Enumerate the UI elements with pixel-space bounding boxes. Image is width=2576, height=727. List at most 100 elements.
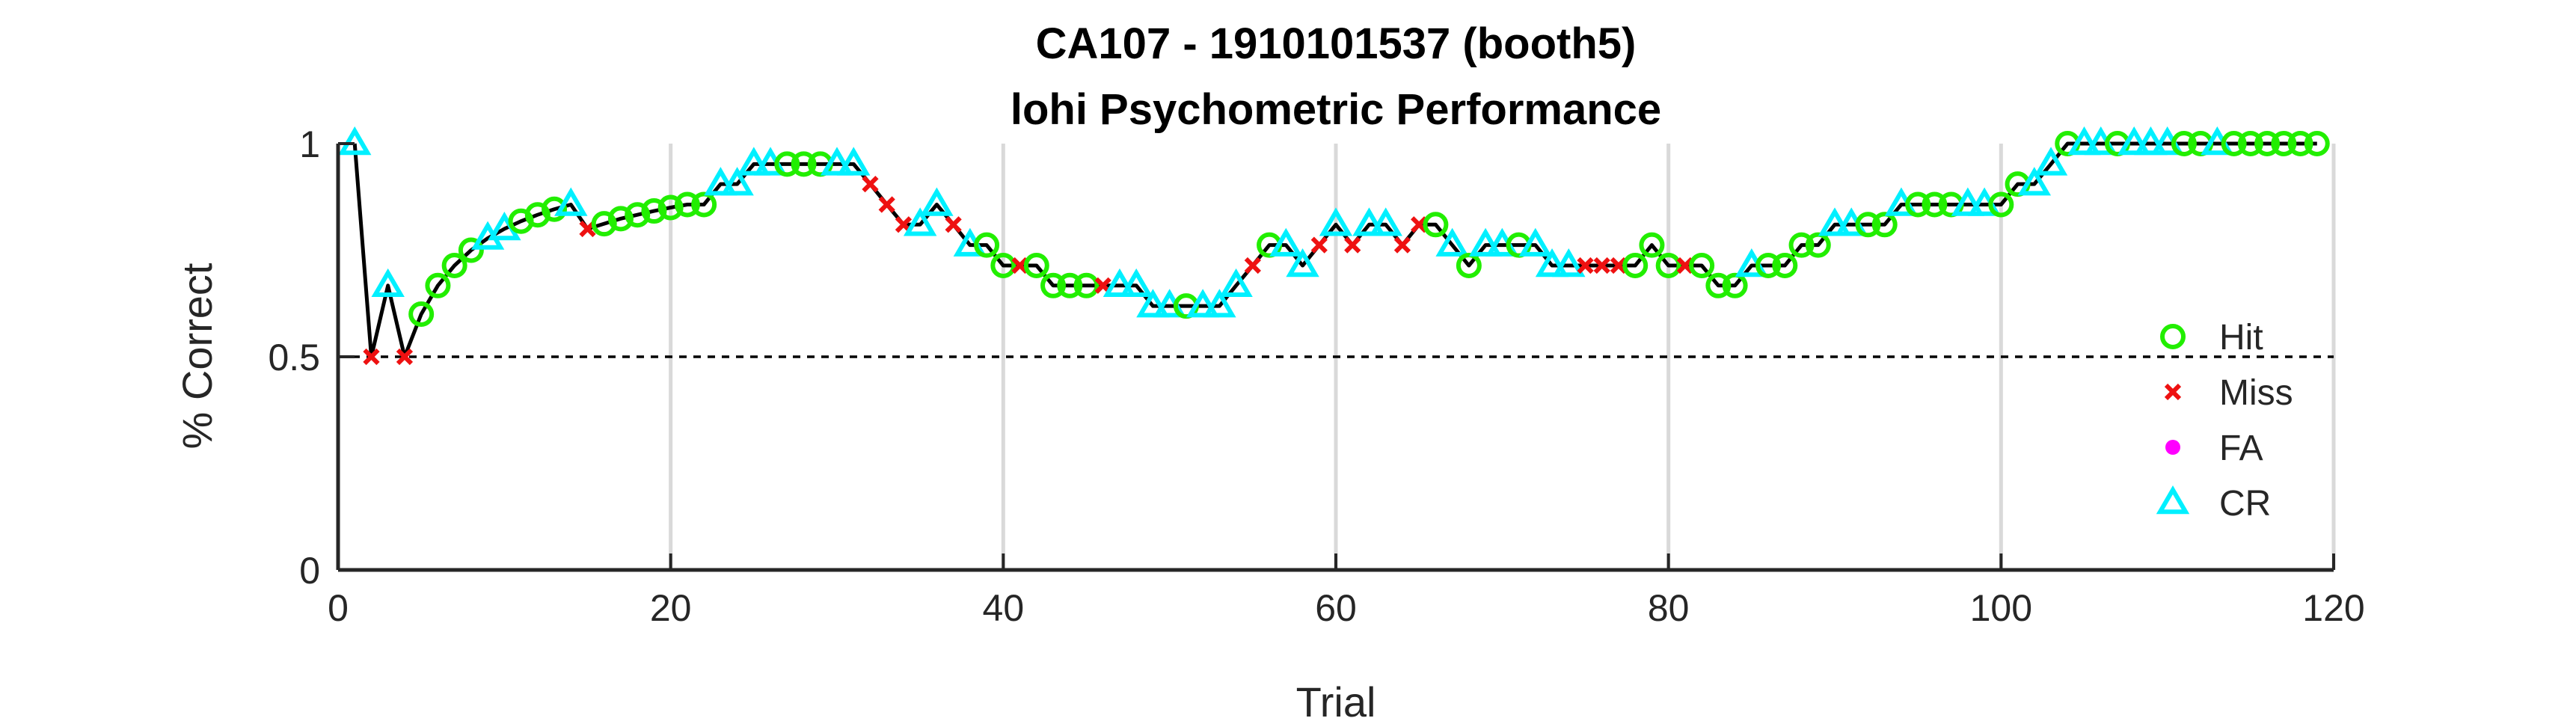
cr-point xyxy=(1518,227,1553,257)
cr-point xyxy=(1186,289,1220,318)
hit-point xyxy=(607,206,634,232)
miss-stroke xyxy=(1610,257,1628,274)
x-axis-label: Trial xyxy=(1296,678,1376,726)
miss-stroke xyxy=(1393,236,1411,254)
miss-stroke xyxy=(1676,257,1694,274)
x-tick-label: 120 xyxy=(2302,587,2364,629)
cr-point xyxy=(704,167,737,196)
cr-point xyxy=(1219,268,1253,298)
miss-stroke xyxy=(862,176,879,193)
miss-stroke xyxy=(1411,216,1428,233)
hit-point xyxy=(1040,272,1067,298)
cr-point xyxy=(2017,167,2052,196)
miss-stroke xyxy=(1577,257,1594,274)
hit-point xyxy=(2254,131,2281,156)
legend-marker-cr xyxy=(2156,485,2190,515)
miss-stroke xyxy=(1244,257,1261,274)
legend-label: Hit xyxy=(2219,318,2263,358)
hit-point xyxy=(1772,253,1798,279)
cr-point xyxy=(338,126,372,156)
hit-point xyxy=(1622,253,1649,279)
cr-point xyxy=(1203,289,1236,318)
hit-point xyxy=(1871,212,1898,238)
cr-point xyxy=(903,207,937,236)
cr-point xyxy=(371,268,405,298)
cr-point xyxy=(2067,126,2101,156)
hit-point xyxy=(2221,131,2247,156)
cr-point xyxy=(2117,126,2151,156)
hit-point xyxy=(1655,253,1681,279)
cr-point xyxy=(1535,248,1569,277)
hit-point xyxy=(1905,191,1931,218)
hit-point xyxy=(441,253,467,279)
legend-label: Miss xyxy=(2219,373,2293,413)
hit-point xyxy=(408,301,435,327)
miss-stroke xyxy=(1011,257,1028,274)
y-axis-label: % Correct xyxy=(174,263,221,449)
miss-point xyxy=(878,196,895,213)
cr-point xyxy=(1468,227,1503,257)
x-tick-label: 40 xyxy=(983,587,1025,629)
hit-point xyxy=(1805,232,1831,258)
marker-layer xyxy=(338,126,2330,366)
x-tick-label: 80 xyxy=(1648,587,1690,629)
legend-label: CR xyxy=(2219,484,2271,524)
hit-point xyxy=(691,191,717,218)
x-tick-label: 20 xyxy=(650,587,692,629)
legend-label: FA xyxy=(2219,429,2263,468)
hit-point xyxy=(2271,131,2297,156)
miss-stroke xyxy=(1094,277,1111,294)
miss-point xyxy=(1244,257,1261,274)
x-tick-label: 0 xyxy=(328,587,349,629)
legend-item-miss: Miss xyxy=(2164,373,2293,413)
miss-point xyxy=(1676,257,1694,274)
cr-point xyxy=(1951,187,1985,216)
hit-point xyxy=(2171,131,2197,156)
miss-point xyxy=(363,348,380,366)
hit-point xyxy=(1689,253,1715,279)
y-tick-label: 0.5 xyxy=(268,337,320,378)
hit-point xyxy=(674,191,700,218)
x-tick-label: 100 xyxy=(1970,587,2032,629)
hit-point xyxy=(1073,272,1100,298)
miss-point xyxy=(1344,236,1361,254)
cr-point xyxy=(1435,227,1469,257)
legend-item-cr: CR xyxy=(2156,484,2271,524)
hit-point xyxy=(641,198,667,224)
miss-stroke xyxy=(945,216,962,233)
cr-point xyxy=(1352,207,1386,236)
legend-item-fa: FA xyxy=(2165,429,2263,468)
cr-point xyxy=(1103,268,1137,298)
miss-stroke xyxy=(1310,236,1328,254)
hit-point xyxy=(458,237,484,263)
hit-point xyxy=(990,253,1016,279)
hit-point xyxy=(1722,272,1748,298)
hit-point xyxy=(974,232,1000,258)
cr-point xyxy=(1552,248,1586,277)
miss-stroke xyxy=(2164,383,2182,401)
hit-point xyxy=(425,272,451,298)
y-tick-label: 1 xyxy=(299,123,320,165)
tick-layer: 0 20 40 60 80 100 120 0 0.5 1 xyxy=(268,123,2364,629)
miss-point xyxy=(1411,216,1428,233)
cr-point xyxy=(920,187,954,216)
miss-stroke xyxy=(363,348,380,366)
y-tick-label: 0 xyxy=(299,550,320,592)
miss-point xyxy=(1593,257,1610,274)
cr-point xyxy=(1286,248,1319,277)
legend-marker-hit xyxy=(2160,324,2186,349)
hit-point xyxy=(657,194,684,221)
hit-point xyxy=(625,202,651,228)
miss-stroke xyxy=(878,196,895,213)
hit-point xyxy=(1855,212,1881,238)
hit-point xyxy=(1705,272,1732,298)
legend-marker-fa xyxy=(2165,440,2180,455)
miss-point xyxy=(396,348,414,366)
cr-point xyxy=(554,187,588,216)
miss-point xyxy=(1393,236,1411,254)
miss-stroke xyxy=(1344,236,1361,254)
miss-point xyxy=(1577,257,1594,274)
cr-point xyxy=(1319,207,1353,236)
hit-point xyxy=(2287,131,2313,156)
